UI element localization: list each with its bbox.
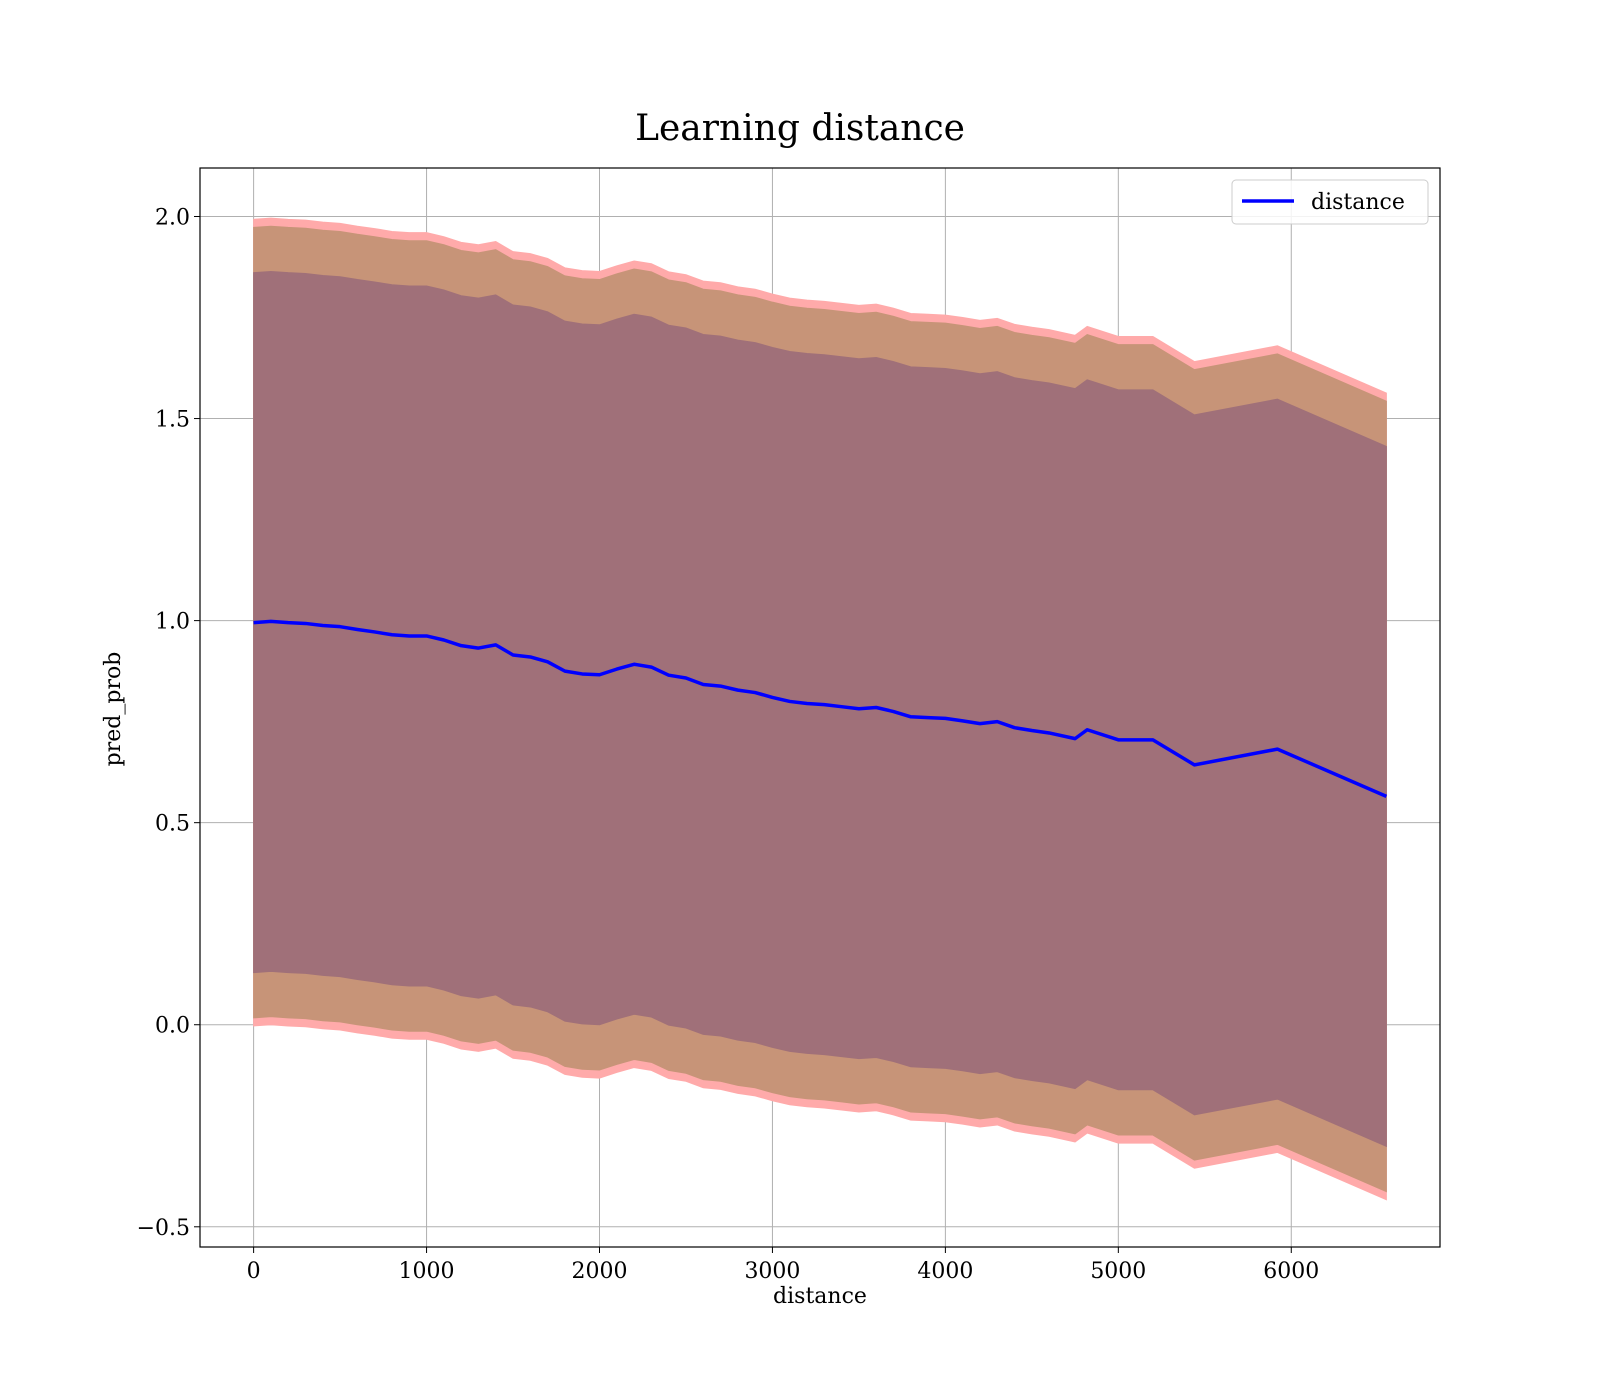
chart-title: Learning distance [635,108,965,149]
y-tick-label: 2.0 [155,205,190,230]
x-tick-label: 3000 [744,1259,800,1284]
y-tick-label: 0.0 [155,1014,190,1039]
band-inner [253,270,1387,1148]
x-tick-label: 6000 [1263,1259,1319,1284]
y-tick-label: 0.5 [155,812,190,837]
x-tick-label: 1000 [399,1259,455,1284]
y-tick-label: 1.5 [155,408,190,433]
legend: distance [1231,179,1429,225]
y-axis-label: pred_prob [101,652,126,767]
x-tick-label: 5000 [1090,1259,1146,1284]
x-tick-label: 4000 [917,1259,973,1284]
x-axis-label: distance [773,1284,867,1309]
y-axis-ticks: −0.5 0.0 0.5 1.0 1.5 2.0 [137,205,200,1241]
confidence-bands [253,217,1387,1201]
plot-frame [199,167,1441,1248]
legend-box [1231,179,1429,225]
x-axis-ticks: 0 1000 2000 3000 4000 5000 6000 [247,1247,1319,1284]
y-tick-label: 1.0 [155,610,190,635]
y-tick-label: −0.5 [137,1216,190,1241]
series-line-distance [253,619,1388,799]
x-tick-label: 0 [247,1259,261,1284]
series-lines [253,619,1388,799]
x-tick-label: 2000 [571,1259,627,1284]
legend-label-distance: distance [1311,190,1405,215]
